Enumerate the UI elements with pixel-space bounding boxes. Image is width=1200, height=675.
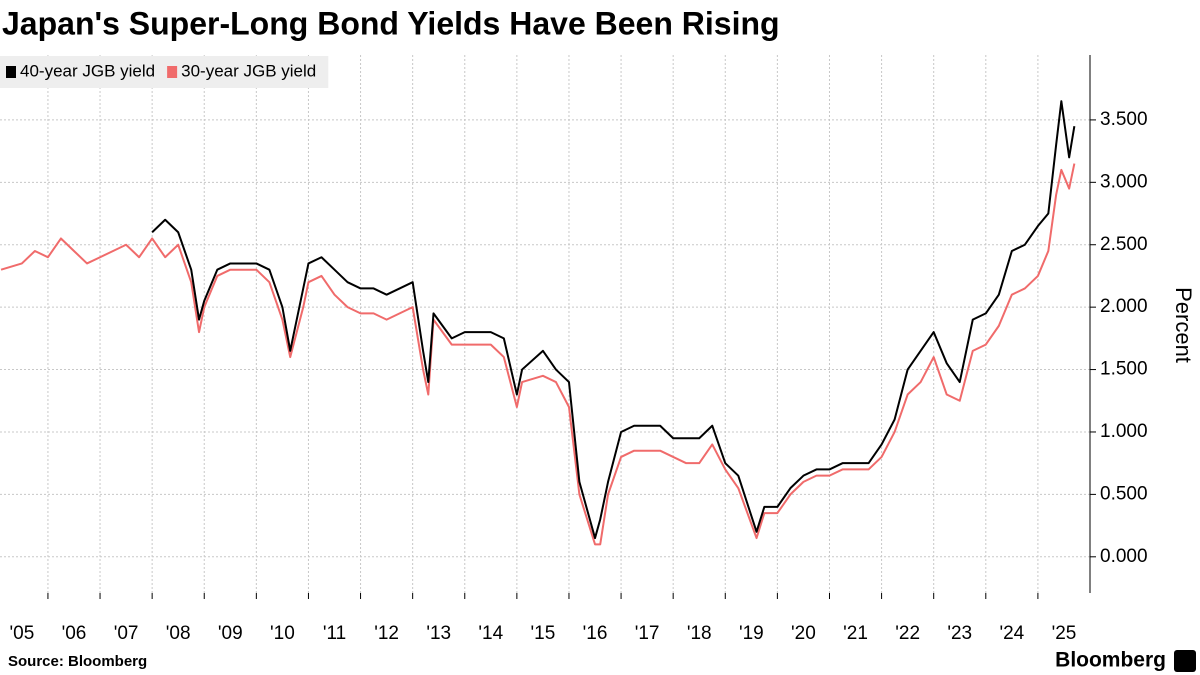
x-tick-label: '16	[583, 623, 608, 644]
plot-area: 0.000 0.500 1.000 1.500 2.000 2.500 3.000 3.500…	[0, 55, 1148, 644]
x-tick-label: '22	[895, 623, 920, 644]
y-tick-label: 0.000	[1100, 546, 1148, 567]
legend-background	[0, 56, 329, 88]
y-tick-label: 3.000	[1100, 171, 1148, 192]
x-tick-label: '06	[62, 623, 87, 644]
chart-title: Japan's Super-Long Bond Yields Have Been…	[2, 5, 780, 41]
x-tick-label: '18	[687, 623, 712, 644]
x-tick-label: '07	[114, 623, 139, 644]
x-tick-label: '23	[947, 623, 972, 644]
x-tick-label: '13	[426, 623, 451, 644]
x-tick-label: '09	[218, 623, 243, 644]
legend-swatch	[6, 66, 16, 78]
series-line	[0, 163, 1076, 546]
x-tick-label: '11	[323, 623, 346, 644]
x-tick-label: '08	[166, 623, 191, 644]
brand-icon	[1174, 650, 1196, 672]
x-tick-label: '10	[270, 623, 295, 644]
y-tick-label: 1.000	[1100, 421, 1148, 442]
x-tick-label: '17	[635, 623, 660, 644]
x-tick-label: '20	[791, 623, 816, 644]
x-tick-label: '15	[531, 623, 556, 644]
legend: 40-year JGB yield 30-year JGB yield	[0, 56, 329, 88]
legend-label: 30-year JGB yield	[181, 61, 316, 80]
x-tick-label: '19	[739, 623, 764, 644]
x-tick-label: '05	[10, 623, 35, 644]
x-tick-label: '14	[478, 623, 503, 644]
y-tick-label: 2.000	[1100, 296, 1148, 317]
y-tick-label: 0.500	[1100, 483, 1148, 504]
x-tick-label: '21	[843, 623, 868, 644]
source: Source: Bloomberg	[8, 653, 147, 670]
y-tick-label: 1.500	[1100, 359, 1148, 380]
y-axis-label: Percent	[1171, 287, 1196, 363]
legend-label: 40-year JGB yield	[20, 61, 155, 80]
y-tick-label: 3.500	[1100, 109, 1148, 130]
x-tick-label: '25	[1052, 623, 1077, 644]
series-line	[151, 100, 1076, 540]
y-tick-label: 2.500	[1100, 234, 1148, 255]
x-tick-label: '24	[999, 623, 1024, 644]
brand: Bloomberg	[1055, 649, 1166, 672]
x-tick-label: '12	[374, 623, 399, 644]
legend-swatch	[167, 66, 178, 78]
